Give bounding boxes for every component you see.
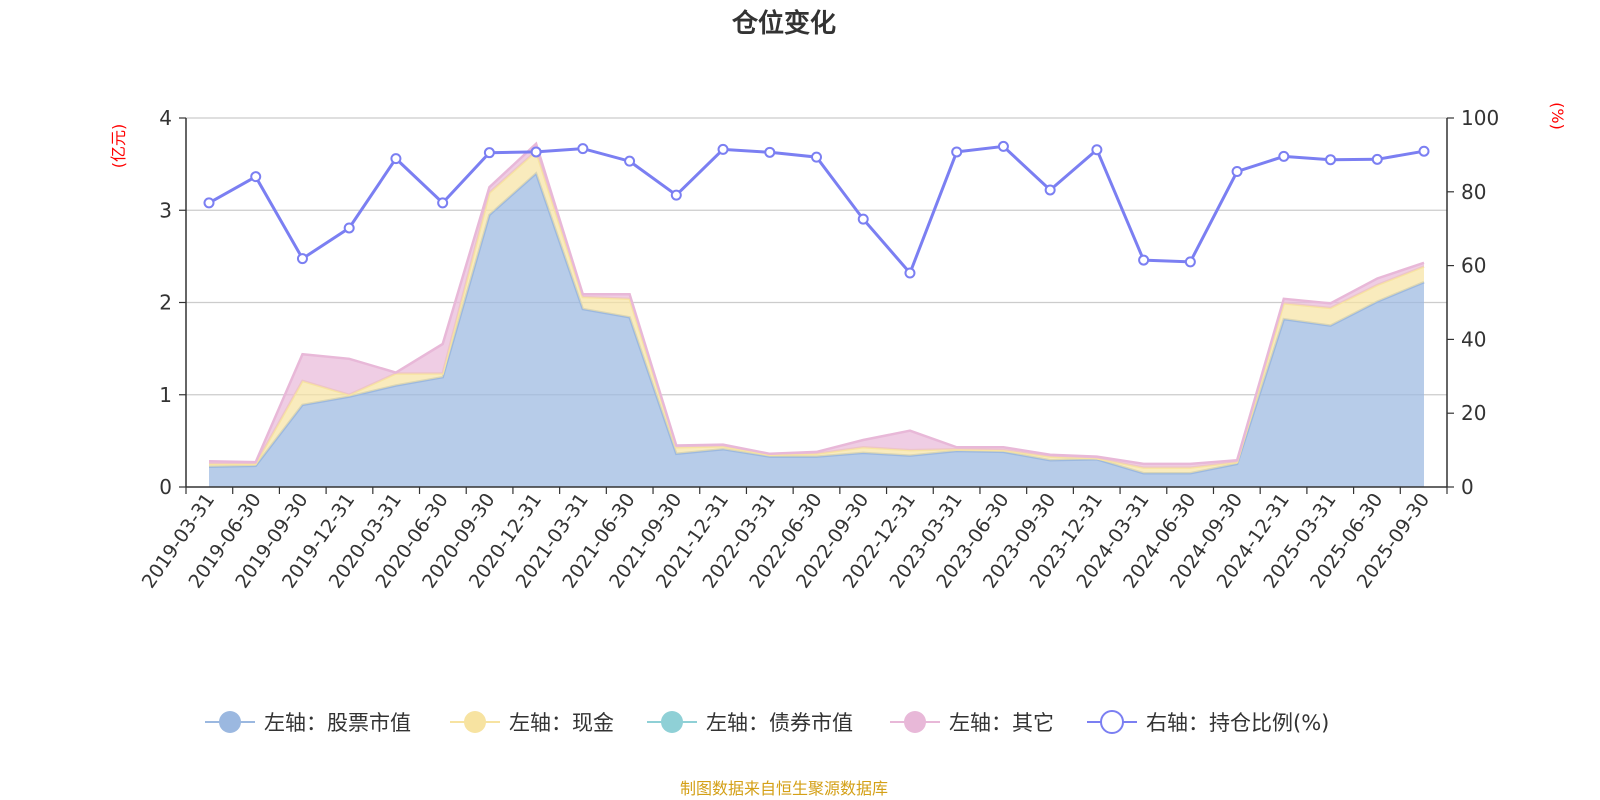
position-ratio-point	[390, 153, 402, 165]
position-ratio-point	[530, 146, 542, 158]
position-ratio-point	[250, 171, 262, 183]
legend-cash[interactable]: 左轴：现金	[450, 711, 614, 735]
position-ratio-point	[1138, 254, 1150, 266]
position-ratio-point	[764, 146, 776, 158]
source-note: 制图数据来自恒生聚源数据库	[680, 779, 888, 798]
legend-bond-value[interactable]: 左轴：债券市值	[647, 711, 853, 735]
right-axis-tick-label: 0	[1461, 475, 1474, 499]
right-axis-tick-label: 20	[1461, 401, 1486, 425]
left-axis-tick-label: 2	[159, 291, 172, 315]
stacked-areas	[208, 141, 1425, 487]
grid-lines	[186, 117, 1447, 396]
position-ratio-point	[1184, 256, 1196, 268]
position-ratio-point	[1418, 145, 1430, 157]
position-ratio-point	[1371, 153, 1383, 165]
position-ratio-point	[624, 155, 636, 167]
left-axis-tick-label: 3	[159, 198, 172, 222]
left-axis-unit: (亿元)	[109, 124, 128, 169]
legend-position-ratio[interactable]: 右轴：持仓比例(%)	[1087, 710, 1329, 735]
position-ratio-point	[437, 197, 449, 209]
position-ratio-point	[1044, 184, 1056, 196]
legend-marker-icon	[661, 711, 683, 733]
right-axis-tick-label: 100	[1461, 106, 1499, 130]
legend-label: 左轴：其它	[949, 711, 1054, 735]
position-ratio-point	[296, 253, 308, 265]
left-axis-tick-label: 1	[159, 383, 172, 407]
position-ratio-line	[203, 140, 1430, 279]
legend-marker-icon	[464, 711, 486, 733]
legend-label: 右轴：持仓比例(%)	[1146, 711, 1329, 735]
left-axis-tick-label: 0	[159, 475, 172, 499]
legend-marker-icon	[219, 711, 241, 733]
legend-stock-value[interactable]: 左轴：股票市值	[205, 711, 411, 735]
position-ratio-point	[483, 147, 495, 159]
position-ratio-point	[343, 222, 355, 234]
position-ratio-point	[997, 140, 1009, 152]
legend-other[interactable]: 左轴：其它	[890, 711, 1054, 735]
other-area-edge	[208, 141, 1425, 466]
position-ratio-point	[1091, 144, 1103, 156]
position-ratio-point	[717, 143, 729, 155]
position-ratio-point	[904, 267, 916, 279]
position-ratio-point	[951, 146, 963, 158]
legend-marker-icon	[1100, 710, 1124, 734]
right-axis-tick-label: 60	[1461, 254, 1486, 278]
position-ratio-point	[1231, 166, 1243, 178]
right-axis-tick-label: 40	[1461, 327, 1486, 351]
position-ratio-point	[1278, 150, 1290, 162]
position-ratio-point	[577, 143, 589, 155]
legend-label: 左轴：现金	[509, 711, 614, 735]
left-axis-tick-label: 4	[159, 106, 172, 130]
position-ratio-point	[670, 189, 682, 201]
position-ratio-point	[811, 151, 822, 163]
chart-title: 仓位变化	[731, 8, 836, 39]
right-axis-tick-label: 80	[1461, 180, 1486, 204]
position-ratio-point	[1325, 154, 1337, 166]
right-axis-unit: (%)	[1548, 102, 1567, 130]
legend-label: 左轴：债券市值	[706, 711, 853, 735]
position-ratio-point	[203, 197, 215, 209]
legend: 左轴：股票市值 左轴：现金 左轴：债券市值 左轴：其它 右轴：持仓比例(%)	[205, 710, 1329, 735]
legend-label: 左轴：股票市值	[264, 711, 411, 735]
legend-marker-icon	[904, 711, 926, 733]
stock-value-area	[209, 173, 1424, 487]
position-ratio-point	[857, 213, 869, 225]
